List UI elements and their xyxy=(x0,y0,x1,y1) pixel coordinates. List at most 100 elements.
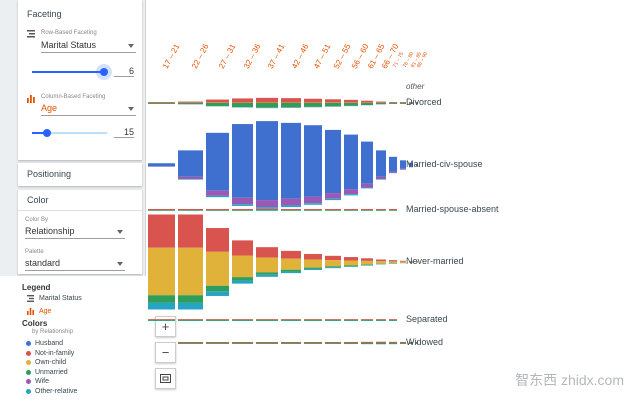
bar-segment xyxy=(325,320,341,321)
bar-segment xyxy=(304,103,322,107)
bar-segment xyxy=(232,98,253,102)
bar-segment xyxy=(376,319,386,320)
bar-segment xyxy=(206,252,229,286)
bar-segment xyxy=(256,272,278,274)
bar-segment xyxy=(178,319,203,320)
bar-segment xyxy=(344,320,358,321)
bar-segment xyxy=(389,103,397,104)
legend: Legend Marital Status Age Colors by Rela… xyxy=(0,276,146,400)
bar-segment xyxy=(361,342,373,343)
bar-segment xyxy=(148,319,175,320)
row-facet-icon xyxy=(27,30,35,38)
bar-segment xyxy=(178,209,203,210)
bar-segment xyxy=(206,100,229,103)
bar-segment xyxy=(256,319,278,320)
legend-swatch xyxy=(26,389,31,394)
bar-segment xyxy=(376,210,386,211)
palette-label: Palette xyxy=(25,249,44,255)
column-facet-icon xyxy=(27,95,35,103)
column-facet-select[interactable]: Age xyxy=(41,103,136,116)
bar-segment xyxy=(148,295,175,303)
legend-item-label: Unmarried xyxy=(35,369,68,376)
bar-segment xyxy=(376,320,386,321)
bar-segment xyxy=(304,342,322,343)
bar-segment xyxy=(344,100,358,103)
bar-segment xyxy=(344,103,358,106)
bar-segment xyxy=(376,179,386,180)
bar-segment xyxy=(304,125,322,197)
bar-segment xyxy=(232,210,253,211)
bar-segment xyxy=(389,157,397,172)
bar-segment xyxy=(232,277,253,280)
legend-swatch xyxy=(26,341,31,346)
legend-colors-sub: by Relationship xyxy=(32,329,73,335)
row-label: Married-spouse-absent xyxy=(406,204,499,214)
bar-segment xyxy=(206,291,229,296)
bar-segment xyxy=(361,319,373,320)
bar-segment xyxy=(304,319,322,320)
bar-segment xyxy=(344,266,358,267)
bar-segment xyxy=(281,251,301,259)
legend-item-label: Wife xyxy=(35,378,49,385)
bar-segment xyxy=(376,343,386,344)
color-by-select[interactable]: Relationship xyxy=(25,226,125,239)
bar-segment xyxy=(389,210,397,211)
bar-segment xyxy=(281,205,301,207)
positioning-card[interactable]: Positioning xyxy=(18,163,142,186)
bar-segment xyxy=(344,189,358,194)
bar-segment xyxy=(376,103,386,104)
bar-segment xyxy=(389,260,397,261)
row-bins-field[interactable]: 6 xyxy=(114,66,134,77)
bar-segment xyxy=(206,228,229,252)
bar-segment xyxy=(344,135,358,190)
bar-segment xyxy=(344,257,358,260)
color-by-label: Color By xyxy=(25,217,48,223)
bar-segment xyxy=(256,343,278,344)
bar-segment xyxy=(206,210,229,211)
bar-segment xyxy=(304,210,322,211)
color-by-value: Relationship xyxy=(25,226,75,236)
bar-segment xyxy=(361,187,373,188)
bar-segment xyxy=(232,319,253,320)
row-label: Divorced xyxy=(406,97,442,107)
bar-segment xyxy=(376,260,386,262)
bar-segment xyxy=(232,209,253,210)
bar-segment xyxy=(206,320,229,321)
column-bins-field[interactable]: 15 xyxy=(114,127,134,138)
bar-segment xyxy=(206,286,229,291)
bar-segment xyxy=(389,261,397,263)
row-bins-slider-knob[interactable] xyxy=(100,68,108,76)
bar-segment xyxy=(178,343,203,344)
color-title: Color xyxy=(18,190,142,205)
bar-segment xyxy=(361,258,373,261)
bar-segment xyxy=(281,259,301,270)
bar-segment xyxy=(178,177,203,179)
legend-swatch xyxy=(26,351,31,356)
bar-segment xyxy=(148,248,175,296)
bar-segment xyxy=(148,209,175,210)
bar-segment xyxy=(232,204,253,206)
bar-segment xyxy=(376,261,386,263)
bar-segment xyxy=(325,260,341,266)
bar-segment xyxy=(325,342,341,343)
bar-segment xyxy=(325,319,341,320)
bar-segment xyxy=(232,124,253,198)
bar-segment xyxy=(325,193,341,199)
row-facet-select[interactable]: Marital Status xyxy=(41,40,136,53)
row-label: Separated xyxy=(406,314,448,324)
column-bins-slider-knob[interactable] xyxy=(43,129,51,137)
bar-segment xyxy=(304,343,322,344)
bar-segment xyxy=(389,172,397,173)
legend-item-label: Husband xyxy=(35,340,63,347)
bar-segment xyxy=(325,266,341,267)
bar-segment xyxy=(178,179,203,180)
bar-segment xyxy=(361,261,373,265)
bar-segment xyxy=(256,121,278,200)
bar-segment xyxy=(361,265,373,266)
bar-segment xyxy=(376,102,386,103)
legend-item-label: Own-child xyxy=(35,359,66,366)
legend-item-label: Other-relative xyxy=(35,388,77,395)
bar-segment xyxy=(344,210,358,211)
bar-segment xyxy=(281,272,301,274)
palette-select[interactable]: standard xyxy=(25,258,125,271)
